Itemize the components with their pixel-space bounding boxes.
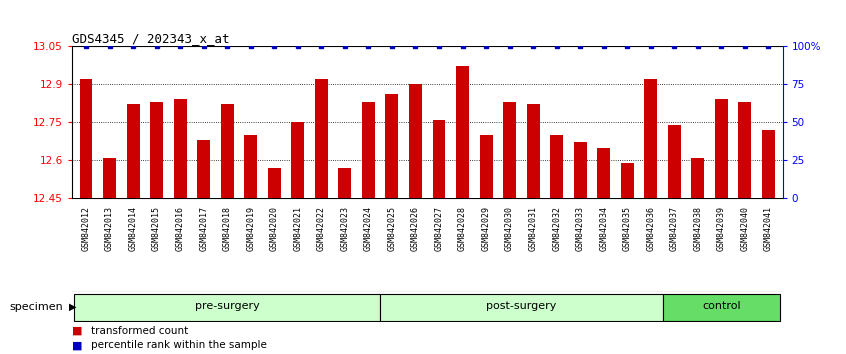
Bar (150, 102, 163, 198)
Text: GSM842014: GSM842014 (129, 206, 138, 251)
Bar (268, 168, 281, 198)
Text: percentile rank within the sample: percentile rank within the sample (91, 340, 266, 350)
Bar (527, 104, 540, 198)
Bar (456, 66, 469, 198)
Text: ▶: ▶ (69, 302, 77, 312)
FancyBboxPatch shape (662, 294, 780, 321)
Text: GSM842040: GSM842040 (740, 206, 750, 251)
Text: ■: ■ (72, 326, 82, 336)
Text: GSM842028: GSM842028 (458, 206, 467, 251)
Text: post-surgery: post-surgery (486, 302, 557, 312)
Bar (244, 135, 257, 198)
Bar (597, 148, 610, 198)
Text: GSM842019: GSM842019 (246, 206, 255, 251)
Bar (291, 122, 305, 198)
Text: GDS4345 / 202343_x_at: GDS4345 / 202343_x_at (72, 32, 229, 45)
Bar (762, 130, 775, 198)
Text: GSM842023: GSM842023 (340, 206, 349, 251)
Text: GSM842020: GSM842020 (270, 206, 279, 251)
Bar (480, 135, 492, 198)
Text: GSM842012: GSM842012 (81, 206, 91, 251)
Text: GSM842036: GSM842036 (646, 206, 656, 251)
Bar (386, 94, 398, 198)
Bar (621, 163, 634, 198)
Bar (338, 168, 351, 198)
Bar (691, 158, 705, 198)
Bar (574, 142, 586, 198)
Bar (127, 104, 140, 198)
Text: GSM842030: GSM842030 (505, 206, 514, 251)
Text: GSM842017: GSM842017 (199, 206, 208, 251)
Text: GSM842039: GSM842039 (717, 206, 726, 251)
Text: specimen: specimen (9, 302, 63, 312)
Text: control: control (702, 302, 741, 312)
Text: GSM842033: GSM842033 (575, 206, 585, 251)
Text: GSM842031: GSM842031 (529, 206, 537, 251)
Bar (715, 99, 728, 198)
Text: GSM842032: GSM842032 (552, 206, 561, 251)
Bar (550, 135, 563, 198)
Text: GSM842026: GSM842026 (411, 206, 420, 251)
Bar (739, 102, 751, 198)
Bar (315, 79, 327, 198)
Text: ■: ■ (72, 340, 82, 350)
Text: GSM842029: GSM842029 (481, 206, 491, 251)
Text: GSM842041: GSM842041 (764, 206, 773, 251)
Text: transformed count: transformed count (91, 326, 188, 336)
Text: GSM842037: GSM842037 (670, 206, 678, 251)
Text: GSM842035: GSM842035 (623, 206, 632, 251)
Bar (221, 104, 233, 198)
Bar (362, 102, 375, 198)
Text: GSM842034: GSM842034 (599, 206, 608, 251)
Bar (503, 102, 516, 198)
FancyBboxPatch shape (380, 294, 662, 321)
Text: GSM842016: GSM842016 (176, 206, 184, 251)
Bar (432, 120, 446, 198)
Text: GSM842015: GSM842015 (152, 206, 161, 251)
FancyBboxPatch shape (74, 294, 380, 321)
Bar (103, 158, 116, 198)
Bar (667, 125, 681, 198)
Text: GSM842021: GSM842021 (294, 206, 302, 251)
Text: GSM842018: GSM842018 (222, 206, 232, 251)
Text: pre-surgery: pre-surgery (195, 302, 260, 312)
Text: GSM842038: GSM842038 (694, 206, 702, 251)
Text: GSM842025: GSM842025 (387, 206, 397, 251)
Text: GSM842022: GSM842022 (317, 206, 326, 251)
Text: GSM842013: GSM842013 (105, 206, 114, 251)
Bar (197, 140, 210, 198)
Bar (173, 99, 187, 198)
Bar (409, 84, 422, 198)
Text: GSM842024: GSM842024 (364, 206, 373, 251)
Text: GSM842027: GSM842027 (435, 206, 443, 251)
Bar (645, 79, 657, 198)
Bar (80, 79, 92, 198)
